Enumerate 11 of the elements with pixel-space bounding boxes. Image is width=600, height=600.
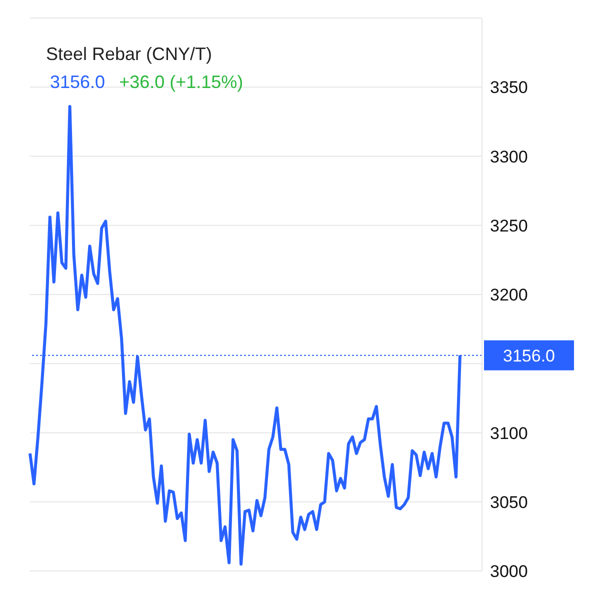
y-tick-label: 3100 <box>490 424 528 443</box>
annotation: +36.0 (+1.15%) <box>119 72 244 92</box>
text: 3156.0 <box>50 72 106 92</box>
y-tick-label: 3300 <box>490 147 528 166</box>
y-tick-label: 3250 <box>490 216 528 236</box>
y-tick-label: 3200 <box>490 286 528 305</box>
y-tick-label: 3000 <box>490 562 528 582</box>
text: Steel Rebar (CNY/T) <box>46 44 212 65</box>
y-tick-label: 3350 <box>490 78 528 98</box>
y-tick-label: 3050 <box>490 492 528 512</box>
ref-line-label: 3156.0 <box>503 346 555 366</box>
